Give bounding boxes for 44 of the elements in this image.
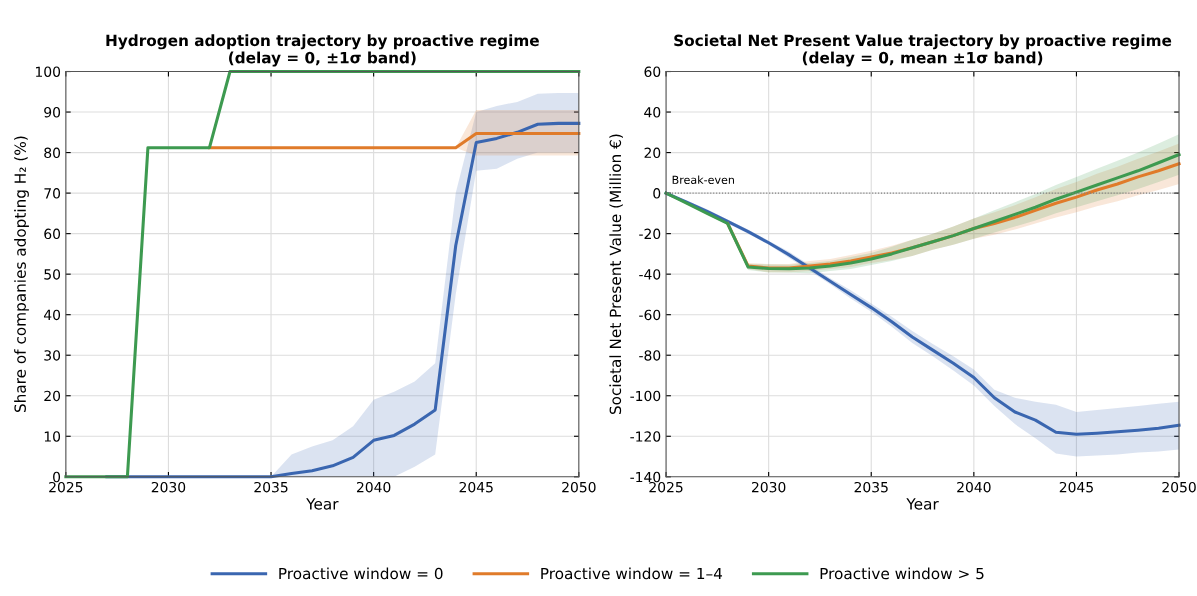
chart-title: Hydrogen adoption trajectory by proactive regime (delay = 0, ±1σ band)	[106, 34, 539, 67]
x-tick-label: 2025	[49, 481, 83, 493]
y-tick-label: 0	[53, 471, 61, 483]
x-tick-label: 2030	[751, 481, 786, 493]
y-tick-label: -140	[630, 471, 661, 483]
x-tick-label: 2050	[562, 481, 596, 493]
x-tick-label: 2030	[151, 481, 186, 493]
y-tick-label: 100	[35, 66, 61, 77]
y-axis-title: Share of companies adopting H₂ (%)	[14, 136, 29, 413]
y-tick-label: -40	[639, 269, 661, 280]
y-tick-label: -20	[639, 228, 661, 240]
x-tick-label: 2035	[254, 481, 288, 493]
x-tick-label: 2040	[356, 481, 391, 493]
y-tick-label: 0	[653, 188, 661, 199]
chart-title: Societal Net Present Value trajectory by proactive regime (delay = 0, mean ±1σ band)	[674, 34, 1172, 67]
y-tick-label: -80	[639, 350, 661, 361]
y-tick-label: 20	[644, 147, 661, 159]
x-axis-title: Year	[906, 498, 939, 510]
y-tick-label: 40	[43, 309, 61, 321]
y-tick-label: 60	[44, 228, 61, 240]
y-tick-label: 90	[44, 107, 61, 118]
x-tick-label: 2025	[649, 481, 683, 493]
y-tick-label: 10	[44, 431, 61, 442]
x-tick-label: 2040	[957, 481, 991, 493]
y-tick-label: 40	[644, 107, 661, 118]
y-tick-label: 30	[44, 350, 61, 361]
legend-label: Proactive window = 0	[279, 567, 443, 580]
y-tick-label: 50	[44, 269, 61, 280]
y-tick-label: -100	[630, 390, 661, 402]
x-tick-label: 2050	[1162, 481, 1196, 493]
legend-label: Proactive window > 5	[820, 567, 984, 580]
y-tick-label: 20	[44, 390, 61, 402]
x-tick-label: 2045	[1059, 481, 1093, 493]
y-tick-label: 70	[44, 188, 61, 199]
legend-label: Proactive window = 1–4	[541, 567, 723, 580]
y-tick-label: -120	[630, 431, 661, 442]
x-axis-title: Year	[306, 498, 339, 510]
y-tick-label: -60	[639, 309, 661, 321]
y-tick-label: 80	[44, 147, 61, 159]
y-tick-label: 60	[644, 66, 661, 77]
x-tick-label: 2035	[854, 481, 888, 493]
y-axis-title: Societal Net Present Value (Million €)	[609, 134, 623, 415]
x-tick-label: 2045	[459, 481, 493, 493]
ref-line-label: Break-even	[672, 175, 734, 185]
